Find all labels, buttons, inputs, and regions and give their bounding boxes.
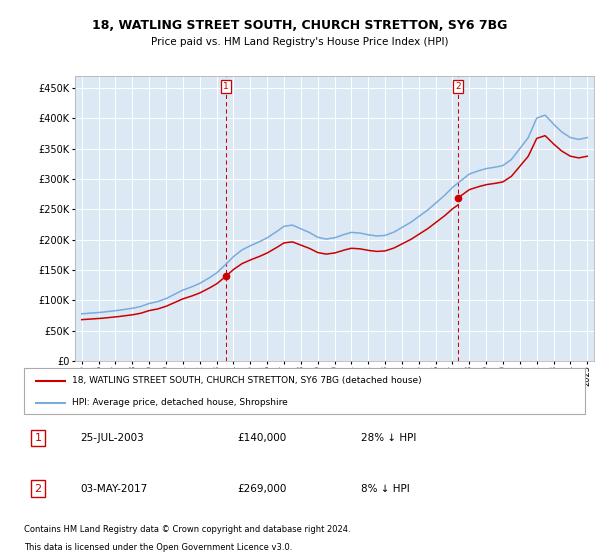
Text: This data is licensed under the Open Government Licence v3.0.: This data is licensed under the Open Gov… — [24, 543, 292, 552]
FancyBboxPatch shape — [24, 368, 585, 414]
Text: 18, WATLING STREET SOUTH, CHURCH STRETTON, SY6 7BG (detached house): 18, WATLING STREET SOUTH, CHURCH STRETTO… — [71, 376, 421, 385]
Text: HPI: Average price, detached house, Shropshire: HPI: Average price, detached house, Shro… — [71, 398, 287, 408]
Text: 28% ↓ HPI: 28% ↓ HPI — [361, 433, 416, 443]
Text: 2: 2 — [455, 82, 461, 91]
Text: 2: 2 — [34, 484, 41, 493]
Text: Price paid vs. HM Land Registry's House Price Index (HPI): Price paid vs. HM Land Registry's House … — [151, 37, 449, 47]
Text: Contains HM Land Registry data © Crown copyright and database right 2024.: Contains HM Land Registry data © Crown c… — [24, 525, 350, 534]
Text: 18, WATLING STREET SOUTH, CHURCH STRETTON, SY6 7BG: 18, WATLING STREET SOUTH, CHURCH STRETTO… — [92, 18, 508, 32]
Text: 1: 1 — [223, 82, 229, 91]
Text: 1: 1 — [35, 433, 41, 443]
Text: 25-JUL-2003: 25-JUL-2003 — [80, 433, 144, 443]
Text: £269,000: £269,000 — [237, 484, 287, 493]
Text: 8% ↓ HPI: 8% ↓ HPI — [361, 484, 409, 493]
Text: £140,000: £140,000 — [237, 433, 286, 443]
Text: 03-MAY-2017: 03-MAY-2017 — [80, 484, 148, 493]
